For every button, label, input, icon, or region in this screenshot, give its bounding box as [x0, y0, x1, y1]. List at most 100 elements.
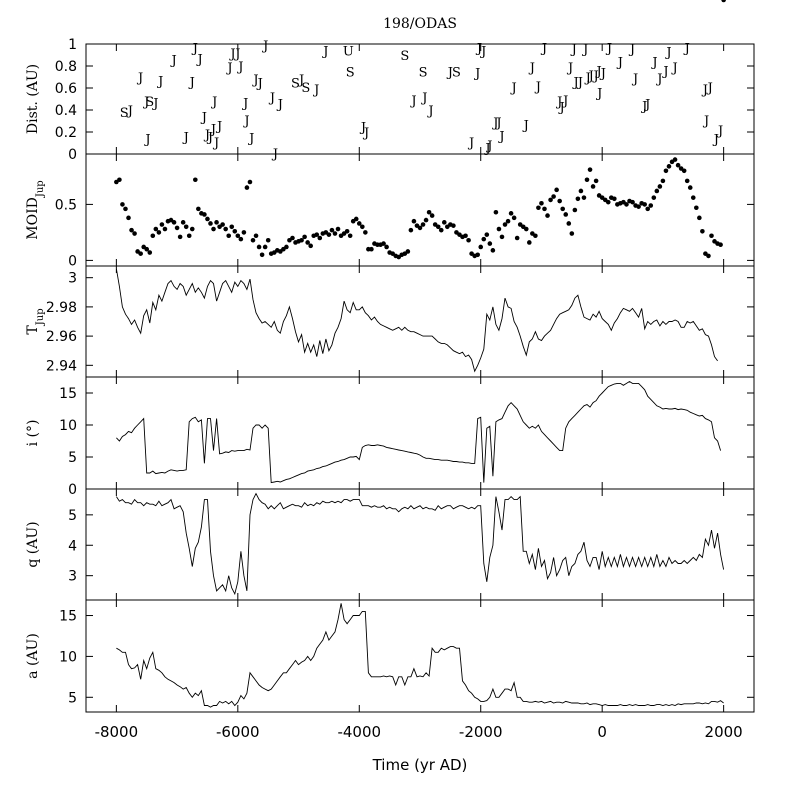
- encounter-marker: J: [210, 95, 217, 110]
- series-line: [116, 603, 724, 708]
- data-point: [326, 232, 332, 237]
- data-point: [475, 252, 480, 258]
- data-point: [624, 202, 629, 207]
- panel-2: 0 0.5 MOIDJup: [25, 0, 755, 269]
- y-tick-label: 4: [68, 538, 77, 554]
- data-point: [587, 167, 593, 172]
- encounter-marker: J: [595, 86, 602, 101]
- encounter-marker: J: [321, 45, 328, 60]
- encounter-marker: J: [143, 133, 150, 148]
- data-point: [147, 250, 153, 255]
- encounter-marker: S: [419, 66, 428, 81]
- y-axis-label-main: q (AU): [25, 521, 41, 567]
- data-point: [256, 244, 262, 250]
- data-point: [417, 225, 423, 231]
- data-point: [360, 224, 365, 230]
- encounter-marker: J: [534, 80, 541, 95]
- encounter-marker: S: [452, 66, 461, 81]
- encounter-marker: S: [120, 106, 129, 121]
- data-point: [123, 206, 128, 212]
- y-tick-label: 0.6: [55, 81, 77, 97]
- data-point: [302, 234, 307, 240]
- data-point: [353, 216, 359, 222]
- y-axis-label-main: i (°): [25, 420, 41, 447]
- data-point: [211, 226, 216, 232]
- data-point: [381, 241, 386, 246]
- data-point: [490, 248, 496, 253]
- y-axis-label: q (AU): [25, 521, 41, 567]
- data-point: [527, 240, 532, 245]
- encounter-marker: J: [540, 41, 547, 56]
- y-axis-label-main: T: [25, 325, 41, 335]
- data-point: [557, 198, 562, 204]
- encounter-marker: S: [346, 66, 355, 81]
- data-point: [308, 243, 313, 249]
- data-point: [329, 227, 335, 233]
- y-tick-label: 0.2: [55, 125, 77, 141]
- panel-4: 0 5 10 15 i (°): [25, 376, 755, 498]
- data-point: [651, 195, 657, 200]
- panel-frame: [85, 599, 755, 713]
- data-point: [162, 226, 168, 232]
- data-point: [299, 237, 304, 243]
- encounter-marker: J: [156, 74, 163, 89]
- data-point: [305, 240, 310, 245]
- y-tick-label: 0.5: [55, 197, 77, 213]
- data-point: [435, 224, 441, 230]
- y-axis-label-main: Dist. (AU): [25, 64, 41, 134]
- panel-frame: [85, 153, 755, 267]
- data-point: [156, 230, 162, 235]
- panel-6: 5 10 15 a (AU): [25, 599, 755, 713]
- encounter-marker: J: [485, 139, 492, 154]
- series-line: [115, 268, 718, 373]
- encounter-marker: J: [628, 42, 635, 57]
- data-point: [411, 218, 417, 224]
- x-tick-label: -2000: [459, 723, 503, 741]
- encounter-marker: S: [400, 49, 409, 64]
- encounter-marker: J: [557, 101, 564, 116]
- data-point: [700, 228, 705, 234]
- x-tick-label: -4000: [337, 723, 381, 741]
- data-point: [120, 202, 125, 207]
- y-tick-label: 0: [68, 253, 77, 269]
- encounter-marker: J: [587, 69, 594, 84]
- data-point: [551, 194, 556, 199]
- encounter-marker: J: [251, 73, 258, 88]
- encounter-marker: J: [631, 72, 638, 87]
- encounter-marker: J: [510, 81, 517, 96]
- data-point: [612, 196, 617, 202]
- encounter-marker: J: [261, 39, 268, 54]
- data-point: [630, 199, 635, 205]
- y-tick-label: 0: [68, 147, 77, 163]
- data-point: [408, 227, 414, 233]
- encounter-marker: J: [655, 72, 662, 87]
- encounter-marker: J: [188, 75, 195, 90]
- data-point: [590, 184, 596, 189]
- data-point: [205, 216, 210, 222]
- encounter-marker: J: [494, 116, 501, 131]
- data-point: [405, 249, 411, 254]
- data-point: [356, 221, 362, 226]
- y-axis-label: i (°): [25, 420, 41, 447]
- data-point: [186, 233, 192, 239]
- data-point: [193, 177, 198, 183]
- data-point: [499, 234, 505, 240]
- encounter-marker: J: [191, 41, 198, 56]
- data-point: [138, 251, 143, 256]
- encounter-marker: J: [225, 61, 232, 76]
- encounter-marker: J: [571, 75, 578, 90]
- y-tick-label: 0: [68, 482, 77, 498]
- x-tick-label: -8000: [95, 723, 139, 741]
- data-point: [129, 227, 134, 233]
- encounter-marker: J: [297, 73, 304, 88]
- panel-5: 3 4 5 q (AU): [25, 488, 755, 601]
- data-point: [250, 237, 256, 243]
- encounter-marker: J: [670, 61, 677, 76]
- encounter-marker: J: [570, 42, 577, 57]
- data-point: [660, 178, 666, 184]
- encounter-marker: J: [712, 133, 719, 148]
- encounter-marker: J: [561, 94, 568, 109]
- data-point: [463, 233, 468, 239]
- data-point: [563, 212, 569, 217]
